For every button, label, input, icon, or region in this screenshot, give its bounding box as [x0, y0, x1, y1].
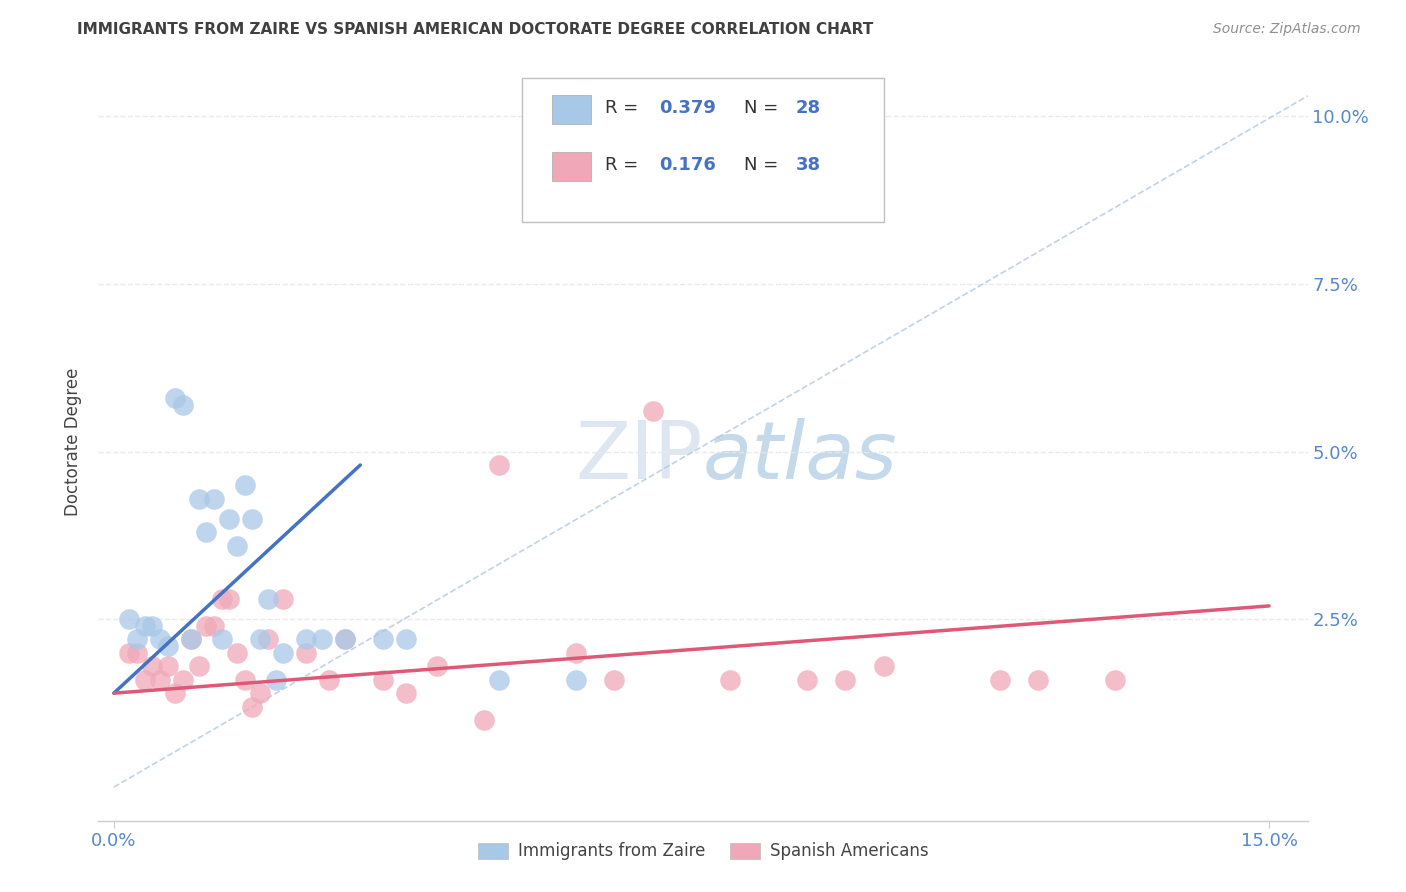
- Text: 0.379: 0.379: [659, 99, 716, 117]
- Point: [488, 458, 510, 472]
- Point: [218, 592, 240, 607]
- Point: [226, 646, 249, 660]
- Point: [149, 673, 172, 687]
- Point: [118, 612, 141, 626]
- Point: [218, 512, 240, 526]
- Y-axis label: Doctorate Degree: Doctorate Degree: [65, 368, 83, 516]
- Text: Source: ZipAtlas.com: Source: ZipAtlas.com: [1213, 22, 1361, 37]
- Point: [149, 632, 172, 647]
- Text: 0.176: 0.176: [659, 156, 716, 174]
- Text: ZIP: ZIP: [575, 417, 703, 496]
- Point: [172, 398, 194, 412]
- Text: N =: N =: [744, 99, 785, 117]
- Point: [125, 632, 148, 647]
- Point: [195, 525, 218, 540]
- Point: [165, 686, 187, 700]
- Point: [395, 686, 418, 700]
- Point: [134, 619, 156, 633]
- Point: [1104, 673, 1126, 687]
- Point: [156, 659, 179, 673]
- Point: [333, 632, 356, 647]
- Point: [488, 673, 510, 687]
- Point: [195, 619, 218, 633]
- Text: R =: R =: [605, 156, 644, 174]
- Point: [295, 632, 318, 647]
- Point: [141, 619, 163, 633]
- Point: [187, 491, 209, 506]
- Point: [226, 539, 249, 553]
- Point: [257, 632, 280, 647]
- Point: [988, 673, 1011, 687]
- Point: [271, 592, 294, 607]
- Point: [395, 632, 418, 647]
- Point: [718, 673, 741, 687]
- Point: [311, 632, 333, 647]
- Text: atlas: atlas: [703, 417, 898, 496]
- Point: [472, 713, 495, 727]
- Point: [141, 659, 163, 673]
- Point: [249, 632, 271, 647]
- Point: [202, 619, 225, 633]
- Point: [125, 646, 148, 660]
- Point: [333, 632, 356, 647]
- Point: [118, 646, 141, 660]
- Point: [373, 632, 395, 647]
- Point: [233, 673, 256, 687]
- Point: [233, 478, 256, 492]
- Text: IMMIGRANTS FROM ZAIRE VS SPANISH AMERICAN DOCTORATE DEGREE CORRELATION CHART: IMMIGRANTS FROM ZAIRE VS SPANISH AMERICA…: [77, 22, 873, 37]
- Point: [249, 686, 271, 700]
- Point: [242, 512, 264, 526]
- Point: [271, 646, 294, 660]
- Point: [180, 632, 202, 647]
- Point: [295, 646, 318, 660]
- Point: [156, 639, 179, 653]
- Text: 28: 28: [796, 99, 821, 117]
- Point: [264, 673, 287, 687]
- Point: [834, 673, 856, 687]
- FancyBboxPatch shape: [551, 95, 591, 124]
- Point: [641, 404, 664, 418]
- Point: [426, 659, 449, 673]
- Point: [796, 673, 818, 687]
- Point: [165, 391, 187, 405]
- Point: [603, 673, 626, 687]
- Point: [172, 673, 194, 687]
- Point: [565, 673, 588, 687]
- Text: R =: R =: [605, 99, 644, 117]
- Point: [242, 699, 264, 714]
- Point: [180, 632, 202, 647]
- Legend: Immigrants from Zaire, Spanish Americans: Immigrants from Zaire, Spanish Americans: [471, 836, 935, 867]
- Text: 38: 38: [796, 156, 821, 174]
- Point: [318, 673, 340, 687]
- Point: [202, 491, 225, 506]
- FancyBboxPatch shape: [551, 152, 591, 181]
- Point: [565, 646, 588, 660]
- Point: [134, 673, 156, 687]
- Point: [1026, 673, 1049, 687]
- Text: N =: N =: [744, 156, 785, 174]
- Point: [373, 673, 395, 687]
- FancyBboxPatch shape: [522, 78, 884, 222]
- Point: [211, 632, 233, 647]
- Point: [211, 592, 233, 607]
- Point: [257, 592, 280, 607]
- Point: [187, 659, 209, 673]
- Point: [873, 659, 896, 673]
